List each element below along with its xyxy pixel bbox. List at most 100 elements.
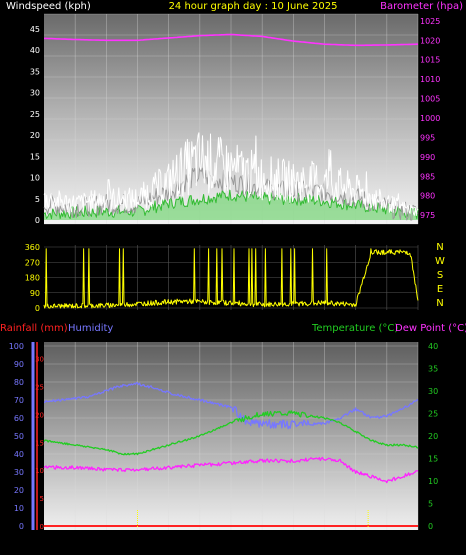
wind-x-tick: 16 [288, 230, 298, 239]
direction-x-tick: 16 [288, 314, 298, 323]
direction-x-tick: 14 [257, 314, 267, 323]
windspeed-y-tick: 35 [30, 67, 40, 76]
wind-x-tick: 00 [413, 230, 423, 239]
direction-x-tick: 12 [226, 314, 236, 323]
windspeed-axis-title: Windspeed (kph) [6, 1, 91, 12]
direction-x-tick: 20 [351, 314, 361, 323]
windspeed-y-tick: 25 [30, 110, 40, 119]
barometer-line [44, 33, 418, 47]
wind-x-tick: 18 [319, 230, 329, 239]
direction-x-tick: 02 [70, 314, 80, 323]
direction-x-tick: 04 [101, 314, 111, 323]
wind-x-tick: 04 [101, 230, 111, 239]
rainfall-y-tick: 20 [35, 411, 44, 419]
compass-label: E [437, 284, 443, 295]
direction-x-tick: 08 [164, 314, 174, 323]
wind-x-tick: 10 [195, 230, 205, 239]
temp-x-tick: 08 [164, 538, 174, 547]
windspeed-y-tick: 5 [35, 195, 40, 204]
humidity-y-tick: 70 [14, 396, 24, 405]
wind-x-tick: 14 [257, 230, 267, 239]
temperature-humidity-panel: 0102030405060708090100051015202530051015… [9, 342, 438, 547]
temperature-y-tick: 40 [428, 342, 438, 351]
temperature-y-tick: 0 [428, 522, 433, 531]
chart-title: 24 hour graph day : 10 June 2025 [169, 1, 338, 12]
barometer-y-tick: 1015 [420, 56, 440, 65]
barometer-y-tick: 990 [420, 153, 435, 162]
temp-x-tick: 00 [413, 538, 423, 547]
direction-y-tick: 90 [30, 289, 40, 298]
temperature-axis-title: Temperature (°C) [311, 323, 398, 334]
direction-x-tick: 00 [413, 314, 423, 323]
wind-gust-line [43, 132, 419, 216]
direction-x-tick: 18 [319, 314, 329, 323]
barometer-y-tick: 975 [420, 211, 435, 220]
direction-x-tick: 22 [382, 314, 392, 323]
humidity-y-tick: 50 [14, 432, 24, 441]
wind-x-tick: 02 [70, 230, 80, 239]
humidity-y-tick: 100 [9, 342, 24, 351]
temp-x-tick: 20 [351, 538, 361, 547]
direction-x-tick: 10 [195, 314, 205, 323]
temperature-y-tick: 15 [428, 455, 438, 464]
rainfall-axis-title: Rainfall (mm) [0, 323, 68, 334]
wind-barometer-panel: 0510152025303540459759809859909951000100… [30, 13, 440, 239]
humidity-y-tick: 20 [14, 486, 24, 495]
compass-label: N [436, 242, 443, 253]
windspeed-y-tick: 15 [30, 152, 40, 161]
humidity-y-tick: 30 [14, 468, 24, 477]
compass-label: S [437, 270, 443, 281]
temp-x-tick: 22 [382, 538, 392, 547]
compass-label: W [435, 256, 445, 267]
temperature-y-tick: 35 [428, 365, 438, 374]
direction-y-tick: 0 [35, 304, 40, 313]
direction-y-tick: 360 [25, 243, 40, 252]
temperature-y-tick: 30 [428, 387, 438, 396]
rainfall-y-tick: 10 [35, 467, 44, 475]
dewpoint-axis-title: Dew Point (°C) [395, 323, 466, 334]
wind-average-line [43, 189, 419, 220]
humidity-y-tick: 10 [14, 504, 24, 513]
direction-x-tick: 06 [132, 314, 142, 323]
dewpoint-line [43, 456, 419, 484]
windspeed-y-tick: 20 [30, 131, 40, 140]
temperature-line [43, 410, 419, 456]
wind-x-tick: 20 [351, 230, 361, 239]
direction-y-tick: 180 [25, 274, 40, 283]
barometer-y-tick: 980 [420, 192, 435, 201]
temp-x-tick: 16 [288, 538, 298, 547]
barometer-y-tick: 985 [420, 172, 435, 181]
windspeed-y-tick: 10 [30, 174, 40, 183]
barometer-y-tick: 1000 [420, 114, 440, 123]
windspeed-y-tick: 0 [35, 216, 40, 225]
barometer-y-tick: 1025 [420, 17, 440, 26]
humidity-axis-title: Humidity [68, 323, 113, 334]
wind-x-tick: 12 [226, 230, 236, 239]
temperature-y-tick: 5 [428, 500, 433, 509]
humidity-y-tick: 90 [14, 360, 24, 369]
temp-x-tick: 06 [132, 538, 142, 547]
wind-x-tick: 22 [382, 230, 392, 239]
barometer-y-tick: 1005 [420, 95, 440, 104]
temperature-y-tick: 20 [428, 432, 438, 441]
barometer-axis-title: Barometer (hpa) [380, 1, 463, 12]
wind-x-tick: 08 [164, 230, 174, 239]
barometer-y-tick: 1010 [420, 75, 440, 84]
temperature-y-tick: 10 [428, 477, 438, 486]
rainfall-y-tick: 0 [40, 523, 44, 531]
windspeed-y-tick: 30 [30, 89, 40, 98]
barometer-y-tick: 995 [420, 133, 435, 142]
temp-x-tick: 14 [257, 538, 267, 547]
compass-label: N [436, 298, 443, 309]
humidity-y-tick: 60 [14, 414, 24, 423]
temperature-y-tick: 25 [428, 410, 438, 419]
rainfall-y-tick: 25 [35, 384, 44, 392]
temp-x-tick: 18 [319, 538, 329, 547]
temp-x-tick: 04 [101, 538, 111, 547]
wind-x-tick: 06 [132, 230, 142, 239]
temp-x-tick: 02 [70, 538, 80, 547]
wind-direction-line [43, 248, 419, 309]
rainfall-y-tick: 5 [40, 495, 44, 503]
